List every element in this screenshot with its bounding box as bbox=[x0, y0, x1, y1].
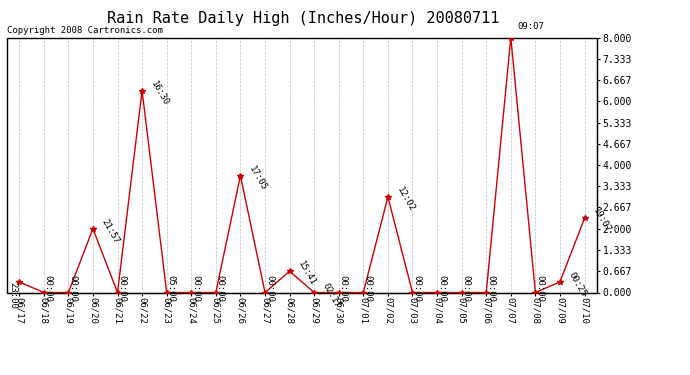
Text: 00:00: 00:00 bbox=[265, 275, 274, 302]
Text: 00:00: 00:00 bbox=[117, 275, 126, 302]
Text: 00:00: 00:00 bbox=[68, 275, 77, 302]
Text: 00:00: 00:00 bbox=[364, 275, 373, 302]
Text: 15:41: 15:41 bbox=[297, 260, 318, 288]
Text: 00:00: 00:00 bbox=[437, 275, 446, 302]
Text: 12:02: 12:02 bbox=[395, 185, 416, 213]
Text: 00:00: 00:00 bbox=[535, 275, 544, 302]
Text: Rain Rate Daily High (Inches/Hour) 20080711: Rain Rate Daily High (Inches/Hour) 20080… bbox=[108, 11, 500, 26]
Text: 00:00: 00:00 bbox=[191, 275, 200, 302]
Text: 00:00: 00:00 bbox=[486, 275, 495, 302]
Text: 00:00: 00:00 bbox=[413, 275, 422, 302]
Text: 23:00: 23:00 bbox=[8, 282, 17, 309]
Text: 17:05: 17:05 bbox=[248, 164, 268, 192]
Text: 19:07: 19:07 bbox=[591, 207, 613, 234]
Text: 02:17: 02:17 bbox=[321, 281, 342, 309]
Text: 00:00: 00:00 bbox=[216, 275, 225, 302]
Text: 00:00: 00:00 bbox=[339, 275, 348, 302]
Text: 21:57: 21:57 bbox=[100, 217, 121, 245]
Text: 00:00: 00:00 bbox=[43, 275, 52, 302]
Text: 16:30: 16:30 bbox=[149, 79, 170, 107]
Text: 09:07: 09:07 bbox=[518, 21, 544, 30]
Text: Copyright 2008 Cartronics.com: Copyright 2008 Cartronics.com bbox=[7, 26, 163, 35]
Text: 00:25: 00:25 bbox=[567, 270, 588, 298]
Text: 05:00: 05:00 bbox=[167, 275, 176, 302]
Text: 00:00: 00:00 bbox=[462, 275, 471, 302]
Bar bbox=[7, 38, 597, 292]
